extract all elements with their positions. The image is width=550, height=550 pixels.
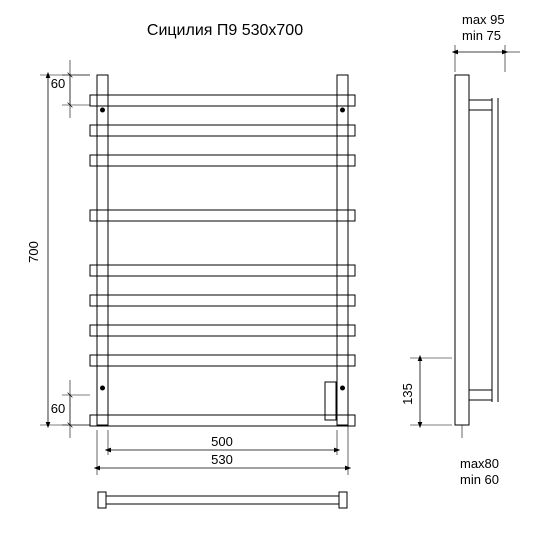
svg-text:60: 60 [51, 401, 65, 416]
dim-bottom-offset: 60 [51, 380, 90, 438]
front-view [90, 75, 355, 438]
side-view [455, 75, 498, 438]
dim-top-offset: 60 [51, 60, 90, 118]
bottom-view [98, 492, 347, 508]
dim-depth-bottom: max80 min 60 [460, 456, 499, 487]
svg-text:135: 135 [400, 383, 415, 405]
svg-text:max80: max80 [460, 456, 499, 471]
dim-width: 500 530 [97, 430, 348, 475]
dim-depth-top: max 95 min 75 [455, 12, 520, 72]
svg-text:min 75: min 75 [462, 28, 501, 43]
dim-height: 700 [26, 75, 90, 425]
title: Сицилия П9 530x700 [147, 22, 303, 39]
dim-side-135: 135 [400, 358, 452, 425]
svg-text:530: 530 [211, 452, 233, 467]
svg-text:max 95: max 95 [462, 12, 505, 27]
svg-text:700: 700 [26, 241, 41, 263]
svg-text:500: 500 [211, 434, 233, 449]
svg-text:min 60: min 60 [460, 472, 499, 487]
svg-text:60: 60 [51, 76, 65, 91]
